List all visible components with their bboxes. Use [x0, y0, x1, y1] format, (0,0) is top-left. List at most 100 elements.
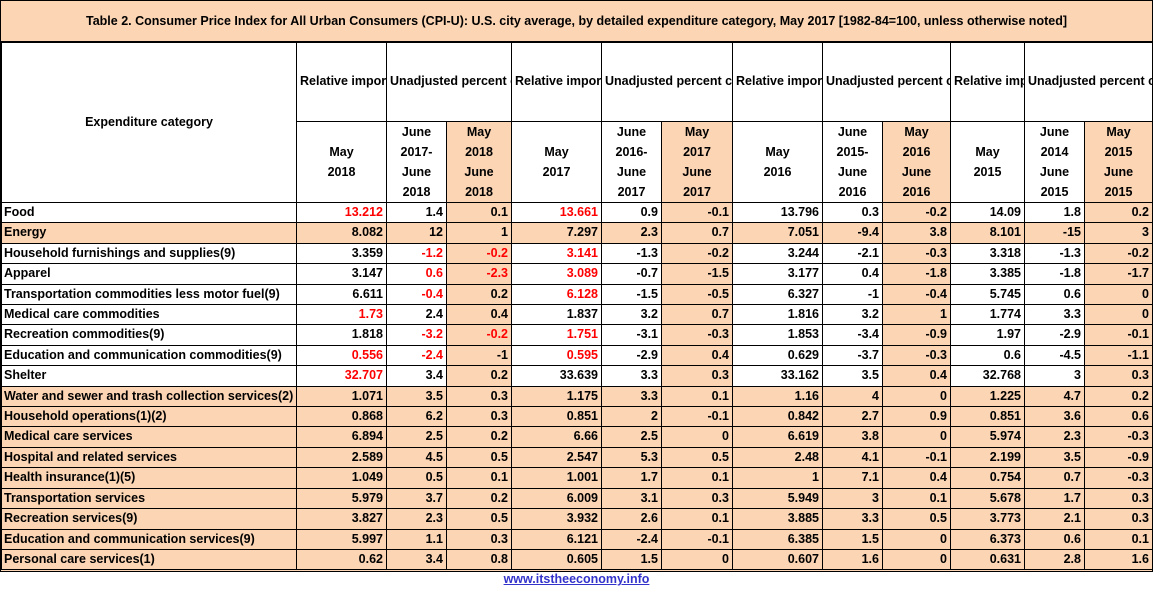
- value-cell: 0.3: [1084, 488, 1153, 510]
- value-cell: 0.6: [386, 263, 447, 285]
- value-cell: -2.9: [601, 345, 662, 367]
- value-cell: 1.225: [950, 386, 1025, 408]
- value-cell: 6.121: [511, 529, 602, 550]
- category-cell: Hospital and related services: [1, 447, 297, 469]
- table-row: Personal care services(1) 0.62 3.4 0.8 0.605…: [1, 549, 1153, 571]
- table-row: Household furnishings and supplies(9) 3.3…: [1, 243, 1153, 265]
- website-link[interactable]: www.itstheeconomy.info: [503, 572, 650, 587]
- value-cell: 1.97: [950, 324, 1025, 346]
- value-cell: -0.4: [386, 284, 447, 306]
- value-cell: 2.5: [601, 426, 662, 448]
- value-cell: 32.768: [950, 365, 1025, 387]
- value-cell: -1: [446, 345, 512, 367]
- table-row: Transportation services 5.979 3.7 0.2 6.009 3…: [1, 488, 1153, 510]
- value-cell: 2.8: [1024, 549, 1085, 571]
- value-cell: 6.611: [296, 284, 387, 306]
- monthly-change-header: May 2015 June 2015: [1084, 121, 1153, 203]
- value-cell: 0.8: [446, 549, 512, 571]
- value-cell: -2.4: [601, 529, 662, 550]
- header-line: May: [544, 145, 569, 159]
- value-cell: -4.5: [1024, 345, 1085, 367]
- value-cell: 2.1: [1024, 508, 1085, 530]
- value-cell: -0.2: [1084, 243, 1153, 265]
- header-line: 2018: [327, 165, 356, 179]
- value-cell: 3.177: [732, 263, 823, 285]
- value-cell: -0.1: [661, 529, 733, 550]
- table-row: Education and communication services(9) 5…: [1, 529, 1153, 550]
- header-line: 2018: [465, 145, 493, 159]
- table-row: Recreation commodities(9) 1.818 -3.2 -0.2 1.…: [1, 324, 1153, 346]
- value-cell: 0.6: [1024, 284, 1085, 306]
- value-cell: 1.853: [732, 324, 823, 346]
- value-cell: 0.3: [1084, 365, 1153, 387]
- value-cell: 0.5: [661, 447, 733, 469]
- value-cell: 2.6: [601, 508, 662, 530]
- value-cell: 3: [1084, 222, 1153, 244]
- category-cell: Apparel: [1, 263, 297, 285]
- value-cell: 3.359: [296, 243, 387, 265]
- value-cell: 1.837: [511, 304, 602, 326]
- table-row: Transportation commodities less motor fu…: [1, 284, 1153, 306]
- header-line: June: [464, 165, 494, 179]
- value-cell: 0.754: [950, 467, 1025, 489]
- category-cell: Education and communication commodities(…: [1, 345, 297, 367]
- value-cell: 2.5: [386, 426, 447, 448]
- value-cell: 0.2: [446, 488, 512, 510]
- value-cell: -2.4: [386, 345, 447, 367]
- value-cell: -1.8: [882, 263, 951, 285]
- value-cell: 3.3: [1024, 304, 1085, 326]
- value-cell: 1.7: [1024, 488, 1085, 510]
- value-cell: 2.7: [822, 406, 883, 428]
- value-cell: 3.773: [950, 508, 1025, 530]
- header-line: June: [1039, 125, 1070, 139]
- value-cell: 0.6: [1084, 406, 1153, 428]
- value-cell: 3.1: [601, 488, 662, 510]
- value-cell: -9.4: [822, 222, 883, 244]
- header-line: June: [1039, 165, 1070, 179]
- category-cell: Medical care services: [1, 426, 297, 448]
- value-cell: -0.2: [446, 324, 512, 346]
- header-line: June: [682, 165, 712, 179]
- value-cell: 0.7: [1024, 467, 1085, 489]
- value-cell: 2.48: [732, 447, 823, 469]
- value-cell: 3: [1024, 365, 1085, 387]
- category-cell: Water and sewer and trash collection ser…: [1, 386, 297, 408]
- value-cell: 0.851: [950, 406, 1025, 428]
- value-cell: 7.297: [511, 222, 602, 244]
- header-line: 2014: [1040, 145, 1069, 159]
- value-cell: 0: [1084, 284, 1153, 306]
- header-line: May: [975, 145, 1000, 159]
- value-cell: 0.3: [661, 365, 733, 387]
- header-row-bottom: May 2018 June 2017- June 2018 May 2018 June 2018 M…: [2, 121, 1153, 203]
- value-cell: 0.3: [661, 488, 733, 510]
- category-cell: Education and communication services(9): [1, 529, 297, 550]
- value-cell: -0.3: [1084, 426, 1153, 448]
- value-cell: 1.16: [732, 386, 823, 408]
- unadjusted-change-header: Unadjusted percent change: [822, 42, 951, 122]
- relative-importance-header: Relative importance: [950, 42, 1025, 122]
- value-cell: 3.141: [511, 243, 602, 265]
- value-cell: -1.1: [1084, 345, 1153, 367]
- category-cell: Recreation commodities(9): [1, 324, 297, 346]
- category-cell: Shelter: [1, 365, 297, 387]
- value-cell: -1: [822, 284, 883, 306]
- annual-change-header: June 2016- June 2017: [601, 121, 662, 203]
- value-cell: 2.3: [1024, 426, 1085, 448]
- value-cell: -0.1: [661, 406, 733, 428]
- value-cell: 0.2: [1084, 202, 1153, 224]
- value-cell: 0.1: [882, 488, 951, 510]
- value-cell: -3.2: [386, 324, 447, 346]
- value-cell: -0.2: [661, 243, 733, 265]
- value-cell: 1.8: [1024, 202, 1085, 224]
- value-cell: 3.827: [296, 508, 387, 530]
- header-line: June: [1103, 165, 1134, 179]
- value-cell: 1.175: [511, 386, 602, 408]
- ri-date-header: May 2017: [511, 121, 602, 203]
- value-cell: 3: [822, 488, 883, 510]
- value-cell: 0: [1084, 304, 1153, 326]
- value-cell: -1.3: [1024, 243, 1085, 265]
- value-cell: 3.932: [511, 508, 602, 530]
- value-cell: 0.2: [446, 426, 512, 448]
- value-cell: 0.631: [950, 549, 1025, 571]
